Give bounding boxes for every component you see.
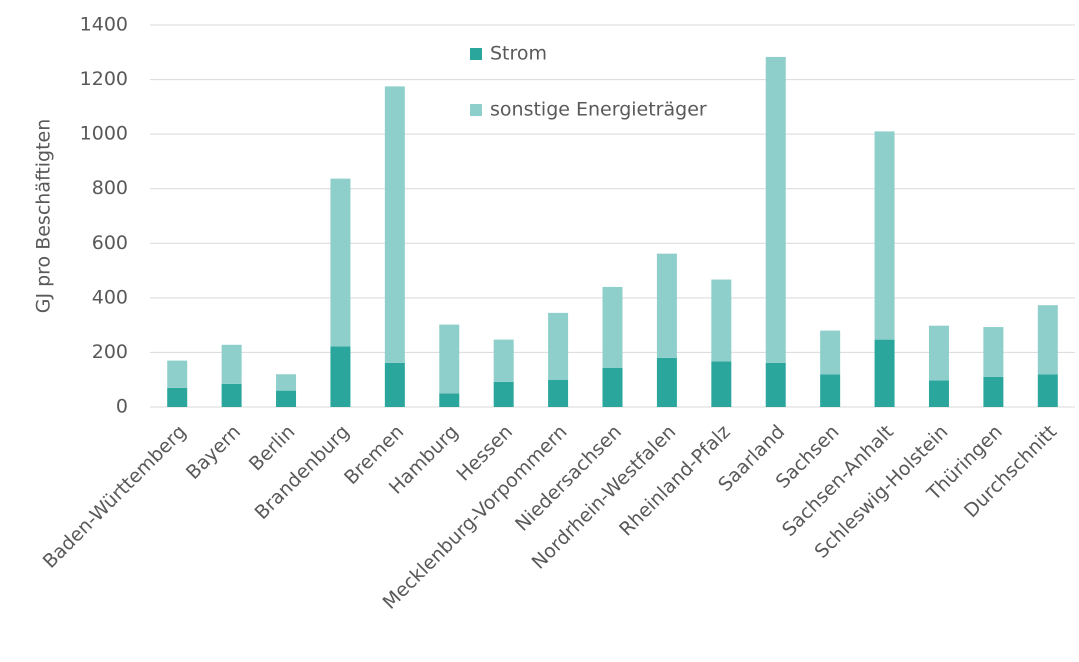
bar-segment xyxy=(765,362,786,407)
bar-segment xyxy=(874,339,895,407)
bar-segment xyxy=(874,131,895,340)
bar-segment xyxy=(711,279,732,362)
y-tick-label: 400 xyxy=(92,286,128,308)
legend-swatch xyxy=(470,48,482,60)
bar-segment xyxy=(928,380,949,407)
legend-label: sonstige Energieträger xyxy=(490,99,707,121)
y-tick-label: 1400 xyxy=(80,14,128,36)
bar-segment xyxy=(384,362,405,407)
y-tick-label: 600 xyxy=(92,232,128,254)
bar-segment xyxy=(983,376,1004,407)
x-tick-label: Bayern xyxy=(182,421,245,484)
bar-segment xyxy=(221,383,242,407)
bar-segment xyxy=(276,374,297,391)
bar-segment xyxy=(276,390,297,407)
bar-segment xyxy=(711,361,732,407)
legend-swatch xyxy=(470,104,482,116)
bar-segment xyxy=(330,178,351,347)
y-tick-label: 0 xyxy=(116,396,128,418)
bar-segment xyxy=(439,324,460,394)
bar-segment xyxy=(983,327,1004,377)
y-tick-label: 1200 xyxy=(80,68,128,90)
bar-segment xyxy=(656,253,677,358)
bar-segment xyxy=(548,379,569,407)
bar-segment xyxy=(548,312,569,380)
bar-segment xyxy=(439,393,460,407)
bar-segment xyxy=(928,325,949,381)
bar-segment xyxy=(656,357,677,407)
bar-segment xyxy=(493,381,514,407)
bar-segment xyxy=(1037,374,1058,407)
y-tick-label: 200 xyxy=(92,341,128,363)
x-tick-label: Brandenburg xyxy=(251,421,354,524)
x-tick-label: Baden-Württemberg xyxy=(39,421,191,573)
bar-segment xyxy=(820,374,841,407)
bar-segment xyxy=(820,330,841,375)
bar-segment xyxy=(1037,305,1058,375)
bar-segment xyxy=(384,86,405,363)
bar-segment xyxy=(765,56,786,363)
bar-segment xyxy=(221,344,242,384)
y-tick-label: 800 xyxy=(92,177,128,199)
bar-segment xyxy=(602,286,623,368)
bar-segment xyxy=(167,387,188,407)
y-tick-label: 1000 xyxy=(80,123,128,145)
bar-segment xyxy=(167,360,188,388)
legend-label: Strom xyxy=(490,43,547,65)
bar-segment xyxy=(602,367,623,407)
y-axis-label: GJ pro Beschäftigten xyxy=(33,119,55,314)
bar-segment xyxy=(493,339,514,382)
bar-segment xyxy=(330,346,351,407)
